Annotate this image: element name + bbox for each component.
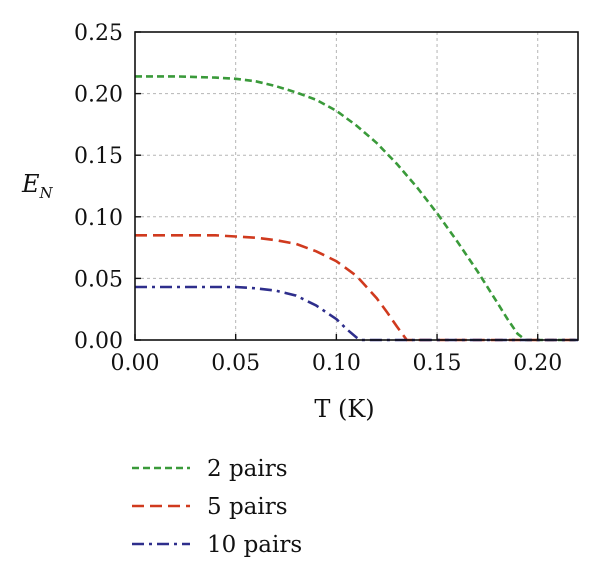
legend-label-3: 10 pairs [207,532,302,558]
y-axis-title: EN [21,170,54,202]
grid [135,32,578,340]
y-tick-label-3: 0.15 [74,144,123,169]
y-axis-title-subscript: N [39,184,54,202]
series-layer [135,75,578,342]
plot-frame [134,31,579,341]
x-tick-label-4: 0.20 [513,351,562,376]
legend: 2 pairs 5 pairs 10 pairs [132,456,302,558]
y-tick-label-0: 0.00 [74,329,123,354]
y-tick-label-1: 0.05 [74,267,123,292]
series-line-1 [135,75,578,342]
ticks: 0.00 0.05 0.10 0.15 0.20 0.00 0.05 0.10 0.15 0.20… [74,21,562,376]
x-tick-label-0: 0.00 [111,351,160,376]
legend-label-2: 5 pairs [207,494,288,520]
series-line-3 [135,285,578,342]
y-tick-label-5: 0.25 [74,21,123,46]
x-tick-label-1: 0.05 [211,351,260,376]
y-tick-label-2: 0.10 [74,206,123,231]
x-tick-label-2: 0.10 [312,351,361,376]
x-axis-title: T (K) [314,395,374,423]
legend-label-1: 2 pairs [207,456,288,482]
x-tick-label-3: 0.15 [413,351,462,376]
y-tick-label-4: 0.20 [74,83,123,108]
y-axis-title-main: E [21,170,40,198]
